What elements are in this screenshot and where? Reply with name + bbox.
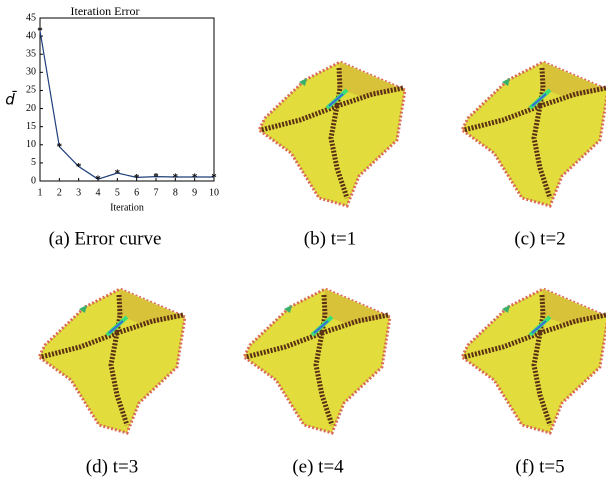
caption: (f) t=5 <box>515 456 564 477</box>
x-tick-label: 8 <box>173 187 178 198</box>
line <box>39 30 214 180</box>
x-tick-label: 2 <box>57 187 62 198</box>
x-tick-label: 5 <box>115 187 120 198</box>
y-tick-label: 35 <box>26 49 36 60</box>
x-tick-label: 7 <box>154 187 159 198</box>
marker: * <box>57 141 63 153</box>
marker: * <box>192 172 198 184</box>
x-axis-label: Iteration <box>110 202 144 213</box>
marker: * <box>211 172 217 184</box>
marker: * <box>115 168 121 180</box>
caption: (a) Error curve <box>49 228 162 249</box>
x-tick-label: 3 <box>76 187 81 198</box>
y-tick-label: 0 <box>31 175 36 186</box>
caption: (d) t=3 <box>86 456 138 477</box>
point-cloud <box>462 62 606 206</box>
caption: (b) t=1 <box>304 228 356 249</box>
y-tick-label: 45 <box>26 12 36 23</box>
x-tick-label: 6 <box>134 187 139 198</box>
y-tick-label: 25 <box>26 85 36 96</box>
y-tick-label: 10 <box>26 139 36 150</box>
point-cloud <box>39 289 185 433</box>
y-tick-label: 30 <box>26 67 36 78</box>
y-axis-label: d̄ <box>5 90 17 109</box>
y-tick-label: 40 <box>26 30 36 41</box>
x-tick-label: 9 <box>192 187 197 198</box>
marker: * <box>76 161 82 173</box>
point-cloud <box>244 289 390 433</box>
point-cloud <box>259 62 405 206</box>
x-tick-label: 4 <box>96 187 101 198</box>
point-cloud <box>462 289 606 433</box>
caption: (c) t=2 <box>514 228 565 249</box>
marker: * <box>153 171 159 183</box>
marker: * <box>37 25 43 37</box>
y-tick-label: 5 <box>31 157 36 168</box>
plot-frame <box>39 17 215 182</box>
marker: * <box>95 174 101 186</box>
y-tick-label: 20 <box>26 103 36 114</box>
x-tick-label: 10 <box>209 187 219 198</box>
caption: (e) t=4 <box>292 456 344 477</box>
y-tick-label: 15 <box>26 121 36 132</box>
x-tick-label: 1 <box>38 187 43 198</box>
marker: * <box>134 172 140 184</box>
marker: * <box>173 172 179 184</box>
chart-title: Iteration Error <box>71 4 140 18</box>
